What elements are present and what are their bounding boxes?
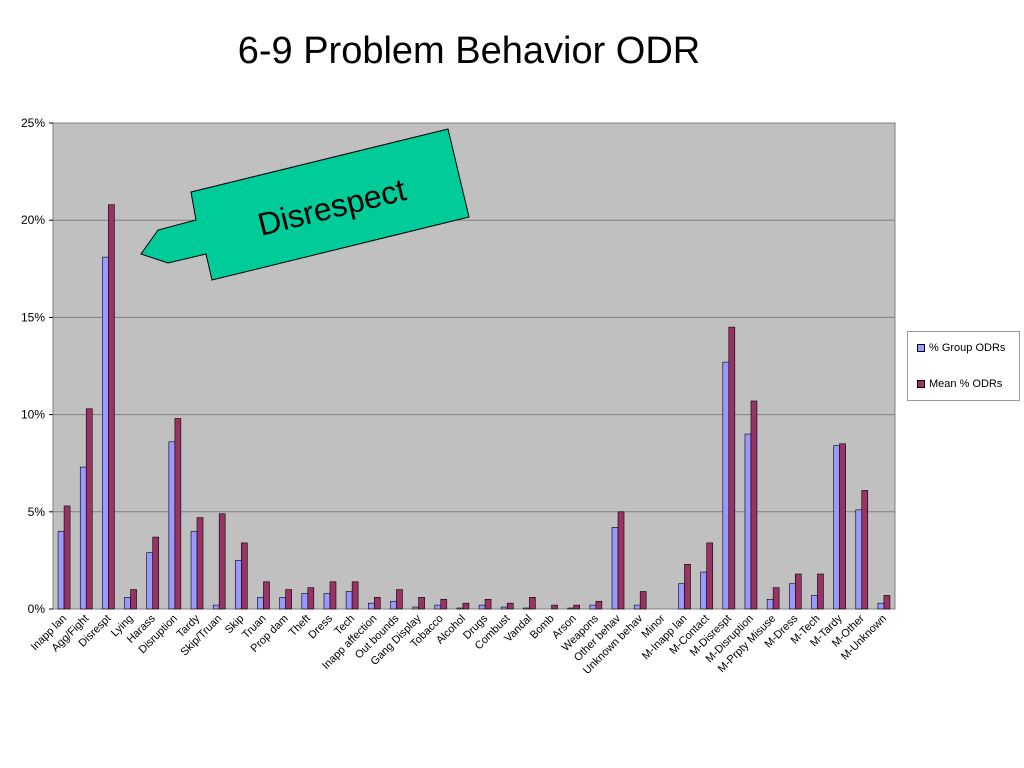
bar-mean (462, 602, 470, 610)
bar-mean (617, 511, 625, 610)
bar-mean (772, 587, 780, 610)
bar-mean (241, 542, 248, 610)
bar-mean (396, 589, 403, 610)
y-tick-label: 25% (21, 116, 45, 130)
x-axis-labels: Inapp lanAgg/FightDisresptLyingHarassDis… (29, 612, 889, 677)
bar-mean (196, 517, 204, 610)
bar-group (434, 604, 442, 610)
y-tick-label: 5% (28, 505, 46, 519)
bar-mean (63, 505, 71, 610)
bar-mean (85, 408, 93, 610)
bar-group (855, 509, 863, 610)
bar-group (678, 583, 685, 610)
bar-group (323, 593, 331, 610)
bar-group (766, 598, 774, 610)
bar-group (478, 604, 486, 610)
bar-group (146, 552, 154, 610)
bar-mean (418, 597, 425, 610)
bar-group (190, 530, 198, 610)
bar-group (279, 597, 286, 610)
bar-group (589, 604, 597, 610)
bar-mean (551, 604, 558, 610)
y-tick-label: 20% (21, 213, 45, 227)
bar-group (168, 441, 176, 610)
bar-mean (506, 602, 514, 610)
bar-mean (285, 589, 292, 610)
bar-mean (218, 513, 226, 610)
bar-group (633, 604, 641, 610)
bar-group (257, 597, 264, 610)
bar-mean (484, 598, 492, 610)
bar-group (102, 256, 109, 610)
bar-mean (639, 591, 647, 610)
y-tick-label: 10% (21, 408, 45, 422)
bar-group (833, 445, 840, 610)
bar-mean (728, 326, 736, 610)
bar-mean (130, 589, 137, 610)
callout-arrow-shape (140, 128, 470, 281)
bar-group (456, 607, 464, 610)
bar-group (301, 593, 309, 610)
bar-group (700, 571, 707, 610)
bar-group (367, 602, 375, 610)
bar-mean (706, 542, 713, 610)
bar-group (212, 604, 220, 610)
bar-mean (839, 443, 846, 610)
legend-label-group: % Group ODRs (929, 342, 1006, 354)
legend-item-mean: Mean % ODRs (917, 378, 1002, 390)
bar-group (744, 433, 752, 610)
bar-group (412, 606, 419, 610)
bar-group (722, 361, 730, 610)
y-tick-label: 15% (21, 310, 45, 324)
bar-mean (152, 536, 160, 610)
bar-group (390, 600, 397, 610)
chart-legend: % Group ODRs Mean % ODRs (907, 331, 1020, 401)
bar-group (811, 595, 818, 610)
bar-mean (750, 400, 758, 610)
legend-swatch-group (917, 344, 925, 352)
slide-title: 6-9 Problem Behavior ODR (237, 30, 701, 72)
bars (57, 204, 891, 610)
bar-mean (529, 597, 536, 610)
y-tick-label: 0% (28, 602, 46, 616)
bar-group (235, 560, 242, 610)
bar-group (345, 591, 353, 610)
bar-mean (373, 597, 381, 610)
disrespect-callout: Disrespect (140, 128, 470, 281)
x-tick-label: Bomb (528, 613, 557, 642)
bar-group (877, 602, 885, 610)
bar-group (788, 583, 796, 610)
bar-group (611, 527, 619, 610)
bar-mean (573, 604, 581, 610)
bar-mean (263, 581, 270, 610)
legend-swatch-mean (917, 380, 925, 388)
bar-mean (174, 418, 182, 610)
bar-mean (817, 573, 824, 610)
legend-label-mean: Mean % ODRs (929, 378, 1003, 390)
x-tick-label: Dress (306, 612, 335, 641)
bar-group (567, 607, 575, 610)
bar-mean (684, 563, 691, 610)
bar-group (79, 466, 87, 610)
bar-mean (595, 600, 603, 610)
bar-mean (440, 598, 448, 610)
bar-mean (883, 595, 891, 610)
bar-group (124, 597, 131, 610)
bar-mean (861, 490, 869, 610)
bar-mean (307, 587, 315, 610)
bar-mean (329, 581, 337, 610)
bar-mean (794, 573, 802, 610)
bar-group (500, 606, 508, 610)
y-axis-ticks: 0% 5% 10% 15% 20% 25% (21, 116, 53, 616)
bar-mean (108, 204, 115, 610)
legend-item-group: % Group ODRs (917, 342, 1005, 354)
bar-mean (351, 581, 359, 610)
bar-group (523, 607, 530, 610)
bar-group (57, 530, 65, 610)
